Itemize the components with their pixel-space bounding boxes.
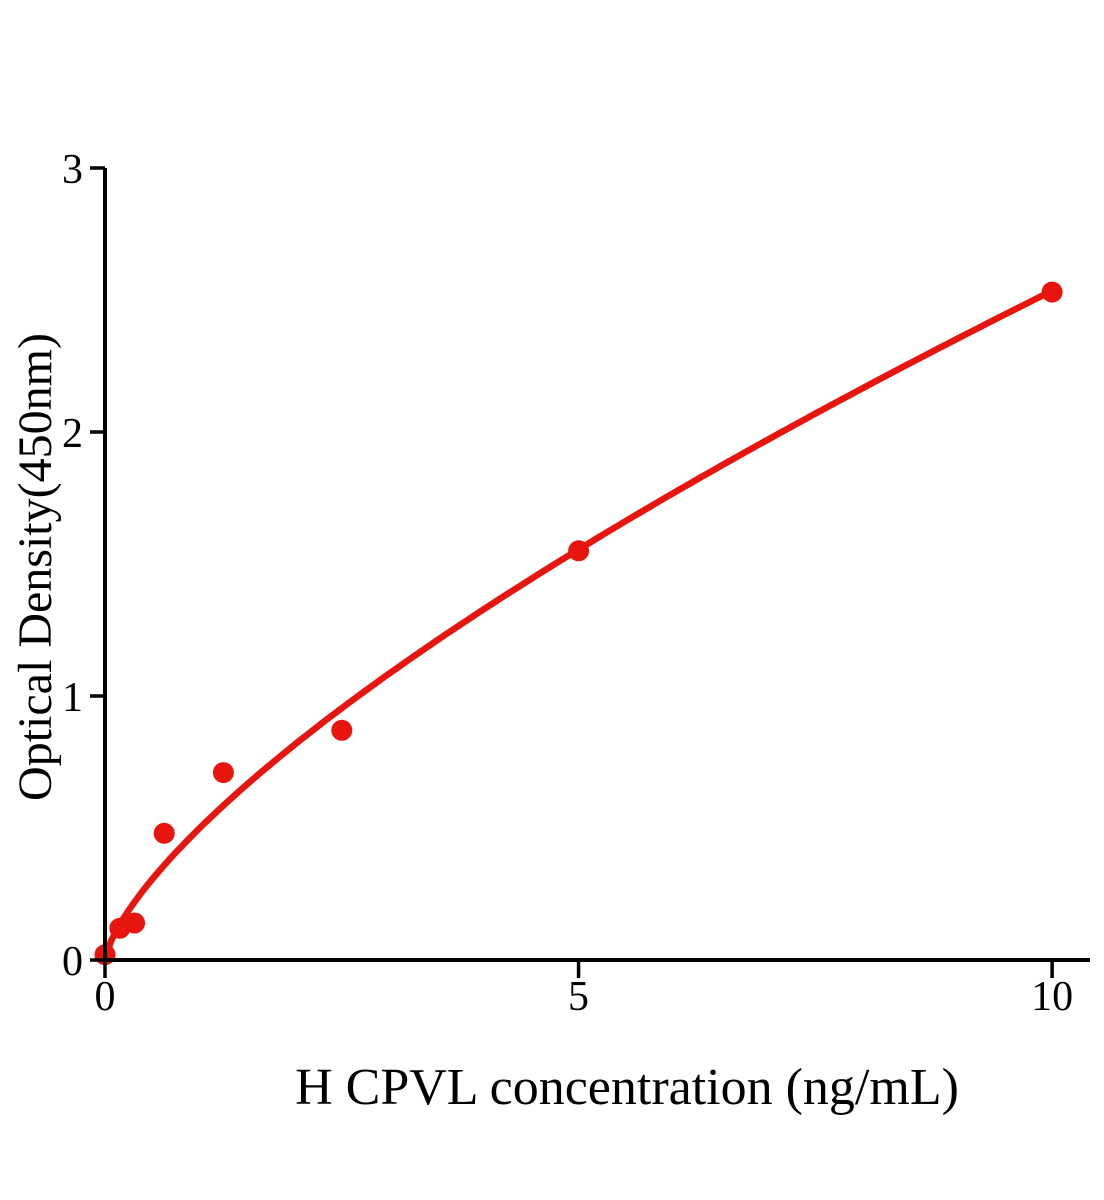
data-point — [331, 719, 353, 741]
data-point — [153, 822, 175, 844]
y-tick-label: 0 — [62, 939, 83, 985]
y-axis-title: Optical Density(450nm) — [9, 333, 62, 801]
x-axis-title: H CPVL concentration (ng/mL) — [295, 1059, 959, 1116]
y-tick-label: 1 — [62, 675, 83, 721]
y-tick-label: 2 — [62, 411, 83, 457]
data-point — [568, 540, 590, 562]
data-point — [124, 912, 146, 934]
axes — [103, 168, 1090, 962]
data-point — [1041, 281, 1063, 303]
fit-curve — [101, 287, 1056, 964]
x-tick-label: 5 — [568, 974, 589, 1020]
y-tick-label: 3 — [62, 147, 83, 193]
data-point — [212, 762, 234, 784]
x-tick-label: 0 — [95, 974, 116, 1020]
x-tick-label: 10 — [1031, 974, 1073, 1020]
